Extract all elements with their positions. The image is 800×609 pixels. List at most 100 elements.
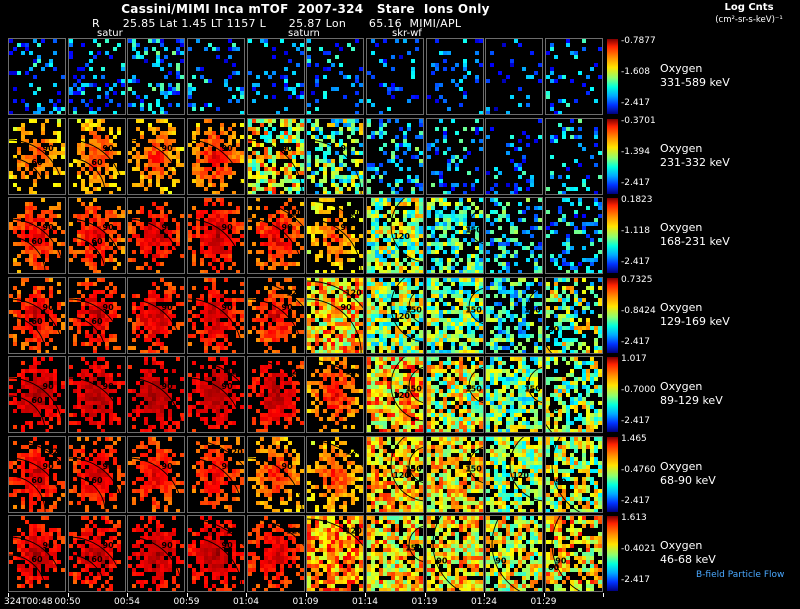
contour-label: 60 <box>31 476 43 485</box>
contour-label: 90 <box>102 302 114 311</box>
contour-arc <box>390 277 424 342</box>
colorbar-scale-mid: -0.4021 <box>621 544 656 554</box>
colorbar-scale-top: 1.613 <box>621 513 647 523</box>
contour-label: 90 <box>43 461 55 470</box>
energy-range: 68-90 keV <box>660 473 716 487</box>
panel-heatmap-canvas <box>486 277 543 353</box>
contour-arc <box>432 516 462 591</box>
heatmap-panel: 120 <box>485 435 544 513</box>
pitch-angle-contours: 150 <box>465 207 483 245</box>
energy-species: Oxygen <box>660 380 703 393</box>
ephemeris-line: R 25.85 Lat 1.45 LT 1157 L 25.87 Lon 65.… <box>92 17 462 30</box>
contour-label: 150 <box>524 384 541 393</box>
panel-heatmap-canvas <box>187 436 245 512</box>
panel-heatmap-canvas <box>545 277 603 353</box>
panel-heatmap-canvas <box>545 516 603 591</box>
heatmap-panel: 150 <box>365 515 425 592</box>
contour-arc <box>527 287 543 324</box>
panel-heatmap-canvas <box>9 39 66 114</box>
contour-label: 90 <box>341 302 353 311</box>
page-title: Cassini/MIMI Inca mTOF 2007-324 Stare Io… <box>121 2 490 16</box>
energy-range: 89-129 keV <box>660 394 723 407</box>
contour-arc <box>408 446 424 483</box>
contour-label: 120 <box>393 391 410 400</box>
energy-species: Oxygen <box>660 300 703 314</box>
spectrogram-row: 60 90 90 90 90 120 120 120 120 150 150 150 60 <box>8 356 604 433</box>
pitch-angle-contours: 120 <box>509 436 543 501</box>
panel-heatmap-canvas <box>545 39 603 114</box>
pitch-angle-contours: 120 <box>247 359 304 388</box>
contour-label: 120 <box>345 288 362 297</box>
heatmap-panel: 120 <box>246 515 305 592</box>
panel-heatmap-canvas <box>128 436 185 512</box>
contour-label: 90 <box>555 477 567 486</box>
contour-label: 90 <box>102 541 114 550</box>
event-marker: skr-wf <box>392 28 422 39</box>
heatmap-panel: 120 <box>365 197 425 274</box>
contour-label: 120 <box>393 470 410 479</box>
panel-heatmap-canvas <box>307 516 364 591</box>
energy-band-label: Oxygen 129-169 keV <box>660 301 730 329</box>
panel-heatmap-canvas <box>486 39 543 114</box>
time-label: 01:04 <box>233 597 259 607</box>
panel-heatmap-canvas <box>68 118 125 194</box>
panel-heatmap-canvas <box>68 436 125 512</box>
panel-heatmap-canvas <box>307 198 364 273</box>
contour-label: 90 <box>222 143 234 152</box>
time-label: 00:59 <box>173 597 200 607</box>
colorbar-scale-mid: -0.7000 <box>621 385 656 395</box>
panel-heatmap-canvas <box>187 277 245 353</box>
heatmap-panel <box>365 117 425 195</box>
heatmap-panel: 120 <box>306 356 365 433</box>
contour-label: 90 <box>43 302 55 311</box>
panel-heatmap-canvas <box>366 357 424 432</box>
panel-heatmap-canvas <box>486 198 543 273</box>
time-label: 324T00:48 <box>4 597 53 607</box>
contour-arc <box>551 436 581 512</box>
panel-heatmap-canvas <box>307 436 364 512</box>
contour-arc <box>390 357 424 422</box>
panel-heatmap-canvas <box>68 277 125 353</box>
heatmap-panel <box>8 38 67 115</box>
colorbar-scale-top: 0.1823 <box>621 195 653 205</box>
heatmap-panel <box>544 38 604 115</box>
contour-label: 60 <box>91 317 103 326</box>
heatmap-panel: 90 <box>544 435 604 513</box>
heatmap-panel: 60 <box>544 276 604 354</box>
heatmap-panel <box>485 38 544 115</box>
heatmap-panel: 60 90 120 <box>8 435 67 513</box>
energy-range: 168-231 keV <box>660 235 730 248</box>
energy-species: Oxygen <box>660 221 703 234</box>
panel-heatmap-canvas <box>366 436 424 512</box>
colorbar-title-text: Log Cnts <box>724 2 774 13</box>
colorbar-units-text: (cm²-sr-s-keV)⁻¹ <box>715 15 783 25</box>
panel-heatmap-canvas <box>366 118 424 194</box>
time-tick <box>484 593 485 597</box>
heatmap-panel: 90 120 <box>186 435 246 513</box>
panel-heatmap-canvas <box>307 277 364 353</box>
contour-arc <box>527 366 543 404</box>
colorbar-title: Log Cnts (cm²-sr-s-keV)⁻¹ <box>702 2 796 26</box>
panel-heatmap-canvas <box>545 357 603 432</box>
energy-band-label: Oxygen 168-231 keV <box>660 221 730 249</box>
colorbar-scale-mid: -1.394 <box>621 146 651 157</box>
contour-arc <box>491 516 521 591</box>
contour-label: 90 <box>43 143 55 152</box>
contour-label: 120 <box>226 447 243 456</box>
panel-heatmap-canvas <box>545 436 603 512</box>
panel-heatmap-canvas <box>366 39 424 114</box>
spectrogram-row: 60 90 60 90 90 90 90 90 <box>8 117 604 195</box>
heatmap-panel: 90 <box>186 197 246 274</box>
colorbar-scale-bottom: -2.417 <box>621 98 651 108</box>
heatmap-panel: 90 <box>127 276 186 354</box>
panel-heatmap-canvas <box>68 516 125 591</box>
contour-label: 120 <box>226 526 243 535</box>
panel-heatmap-canvas <box>366 198 424 273</box>
pitch-angle-contours: 90 120 <box>247 280 304 353</box>
contour-label: 90 <box>102 461 114 470</box>
heatmap-panel: 90 <box>127 435 186 513</box>
heatmap-panel: 90 <box>67 356 126 433</box>
contour-label: 120 <box>393 232 410 241</box>
panel-heatmap-canvas <box>247 357 304 432</box>
